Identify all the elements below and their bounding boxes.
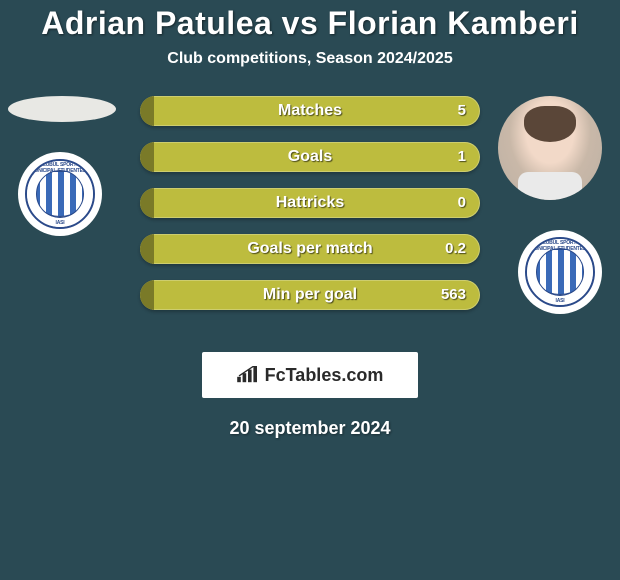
- stat-row-matches: Matches 5: [140, 96, 480, 126]
- brand-box[interactable]: FcTables.com: [202, 352, 418, 398]
- bar-chart-icon: [237, 366, 259, 384]
- player-left-avatar: [8, 96, 116, 122]
- stat-right-value: 0: [458, 188, 466, 218]
- stat-row-hattricks: Hattricks 0: [140, 188, 480, 218]
- stat-right-value: 5: [458, 96, 466, 126]
- stat-label: Matches: [140, 96, 480, 126]
- stat-right-value: 563: [441, 280, 466, 310]
- crest-top-text: CLUBUL SPORTIV MUNICIPAL STUDENTESC: [27, 162, 93, 174]
- stat-row-goals-per-match: Goals per match 0.2: [140, 234, 480, 264]
- stats-bars: Matches 5 Goals 1 Hattricks 0 Goals per …: [140, 96, 480, 326]
- stat-label: Min per goal: [140, 280, 480, 310]
- crest-bottom-text: IASI: [27, 220, 93, 226]
- main-area: CLUBUL SPORTIV MUNICIPAL STUDENTESC IASI…: [0, 100, 620, 340]
- comparison-card: Adrian Patulea vs Florian Kamberi Club c…: [0, 0, 620, 439]
- player-left-club-crest: CLUBUL SPORTIV MUNICIPAL STUDENTESC IASI: [18, 152, 102, 236]
- page-title: Adrian Patulea vs Florian Kamberi: [0, 5, 620, 42]
- player-right-club-crest: CLUBUL SPORTIV MUNICIPAL STUDENTESC IASI: [518, 230, 602, 314]
- stat-row-min-per-goal: Min per goal 563: [140, 280, 480, 310]
- subtitle: Club competitions, Season 2024/2025: [0, 50, 620, 68]
- brand-text: FcTables.com: [265, 365, 384, 386]
- player-right-avatar: [498, 96, 602, 200]
- crest-bottom-text: IASI: [527, 298, 593, 304]
- stat-label: Goals per match: [140, 234, 480, 264]
- stat-row-goals: Goals 1: [140, 142, 480, 172]
- stat-right-value: 1: [458, 142, 466, 172]
- stat-label: Goals: [140, 142, 480, 172]
- stat-label: Hattricks: [140, 188, 480, 218]
- date-text: 20 september 2024: [0, 418, 620, 439]
- stat-right-value: 0.2: [445, 234, 466, 264]
- crest-top-text: CLUBUL SPORTIV MUNICIPAL STUDENTESC: [527, 240, 593, 252]
